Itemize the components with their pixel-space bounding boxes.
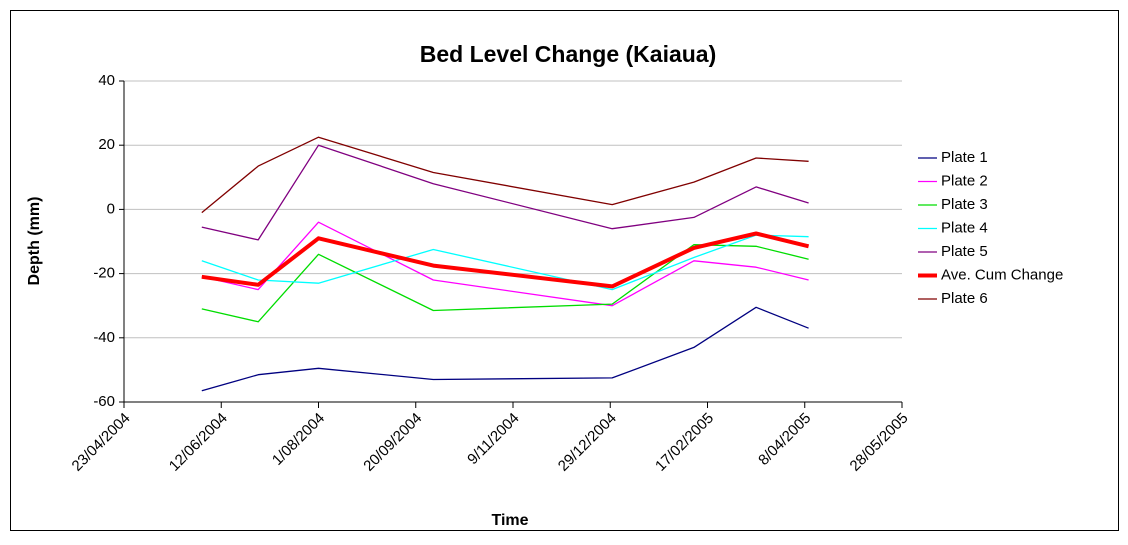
y-tick-label: 40 — [98, 72, 115, 89]
series-line — [201, 231, 810, 289]
y-tick-label: -20 — [93, 265, 115, 282]
legend-label: Plate 3 — [941, 196, 988, 213]
y-tick-label: -40 — [93, 329, 115, 346]
chart-title: Bed Level Change (Kaiaua) — [420, 41, 717, 67]
legend-label: Plate 2 — [941, 172, 988, 189]
legend-label: Plate 5 — [941, 243, 988, 260]
series-line — [201, 306, 809, 392]
legend-label: Plate 4 — [941, 219, 988, 236]
legend-label: Plate 1 — [941, 149, 988, 166]
series-line — [201, 136, 809, 214]
series-line — [201, 144, 809, 241]
y-tick-label: 0 — [107, 200, 115, 217]
y-tick-label: -60 — [93, 393, 115, 410]
series-line — [201, 234, 809, 291]
legend-label: Plate 6 — [941, 290, 988, 307]
y-axis-label: Depth (mm) — [26, 197, 43, 286]
chart-frame — [10, 10, 1119, 531]
series-line — [201, 244, 809, 323]
legend-label: Ave. Cum Change — [941, 266, 1063, 283]
x-axis-label: Time — [491, 512, 528, 529]
y-tick-label: 20 — [98, 136, 115, 153]
